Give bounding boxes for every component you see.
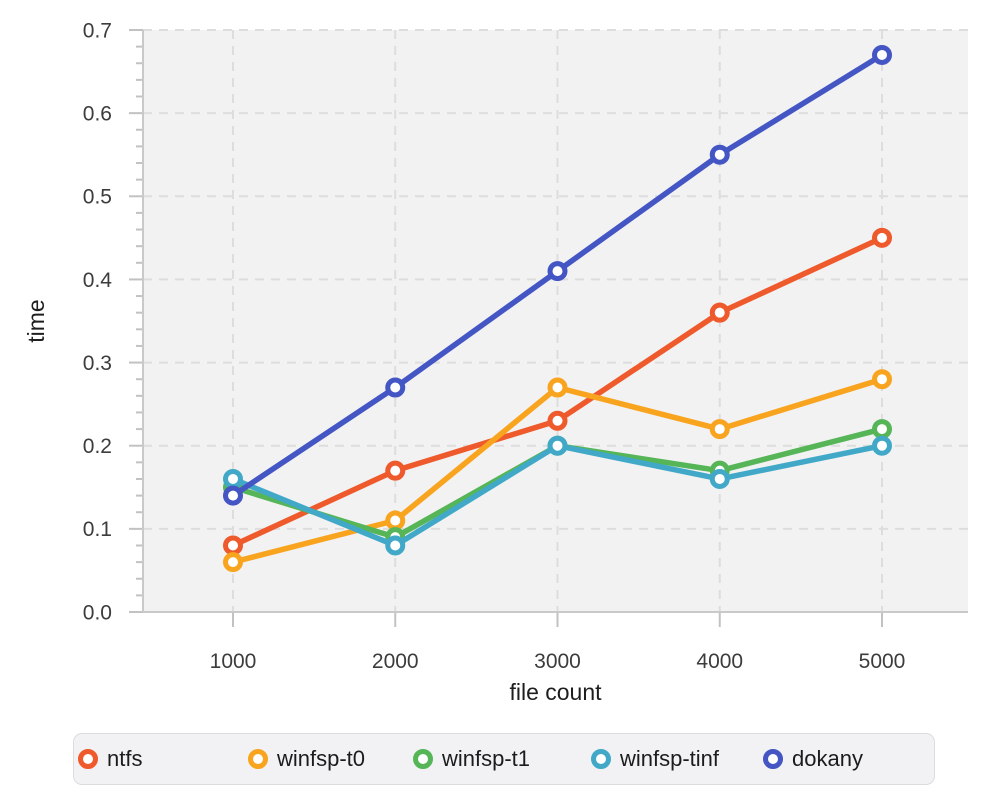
legend-label: winfsp-t0 — [277, 746, 366, 771]
data-point-ntfs-2000 — [385, 460, 406, 481]
x-tick-label: 1000 — [210, 650, 257, 673]
data-point-winfsp-tinf-3000 — [547, 435, 568, 456]
legend-marker-icon — [763, 749, 783, 769]
data-point-ntfs-3000 — [547, 410, 568, 431]
data-point-winfsp-tinf-2000 — [385, 535, 406, 556]
data-point-winfsp-t0-2000 — [385, 510, 406, 531]
data-point-winfsp-t0-3000 — [547, 377, 568, 398]
legend-item-winfsp-t0: winfsp-t0 — [248, 734, 365, 784]
data-point-winfsp-t0-4000 — [709, 419, 730, 440]
x-tick-label: 3000 — [534, 650, 581, 673]
y-tick-label: 0.4 — [83, 269, 113, 292]
data-point-dokany-4000 — [709, 144, 730, 165]
y-tick-label: 0.3 — [83, 352, 112, 375]
legend-label: winfsp-t1 — [442, 746, 531, 771]
x-tick-label: 2000 — [372, 650, 419, 673]
legend-marker-icon — [78, 749, 98, 769]
legend-item-ntfs: ntfs — [78, 734, 142, 784]
chart-legend: ntfs winfsp-t0 winfsp-t1 winfsp-tinf dok… — [73, 733, 935, 785]
x-axis-title: file count — [509, 679, 602, 705]
y-tick-label: 0.0 — [83, 601, 112, 624]
data-point-dokany-3000 — [547, 261, 568, 282]
data-point-winfsp-tinf-5000 — [872, 435, 892, 456]
y-tick-label: 0.5 — [83, 186, 112, 209]
data-point-dokany-2000 — [385, 377, 406, 398]
legend-label: ntfs — [107, 746, 143, 771]
legend-item-winfsp-t1: winfsp-t1 — [413, 734, 530, 784]
legend-marker-icon — [591, 749, 611, 769]
data-point-ntfs-5000 — [872, 227, 892, 248]
y-tick-label: 0.2 — [83, 435, 112, 458]
data-point-winfsp-tinf-4000 — [709, 468, 730, 489]
data-point-ntfs-1000 — [223, 535, 243, 556]
x-tick-label: 4000 — [696, 650, 743, 673]
data-point-winfsp-t0-1000 — [223, 552, 243, 573]
legend-label: dokany — [792, 746, 863, 771]
y-tick-label: 0.1 — [83, 518, 112, 541]
legend-label: winfsp-tinf — [620, 746, 720, 771]
data-point-dokany-1000 — [223, 485, 243, 506]
legend-item-dokany: dokany — [763, 734, 863, 784]
y-tick-label: 0.7 — [83, 19, 112, 42]
data-point-ntfs-4000 — [709, 302, 730, 323]
data-point-winfsp-t0-5000 — [872, 369, 892, 390]
data-point-dokany-5000 — [872, 44, 892, 65]
data-point-winfsp-tinf-1000 — [223, 468, 243, 489]
plot-area — [143, 30, 968, 612]
data-point-winfsp-t1-5000 — [872, 419, 892, 440]
y-axis-title: time — [23, 299, 49, 342]
legend-marker-icon — [248, 749, 268, 769]
x-tick-label: 5000 — [859, 650, 906, 673]
line-chart: 0.0 0.1 0.2 0.3 0.4 0.5 0.6 0.7 1000 2000 3000 4000… — [23, 19, 968, 705]
y-tick-label: 0.6 — [83, 102, 112, 125]
legend-marker-icon — [413, 749, 433, 769]
legend-item-winfsp-tinf: winfsp-tinf — [591, 734, 719, 784]
